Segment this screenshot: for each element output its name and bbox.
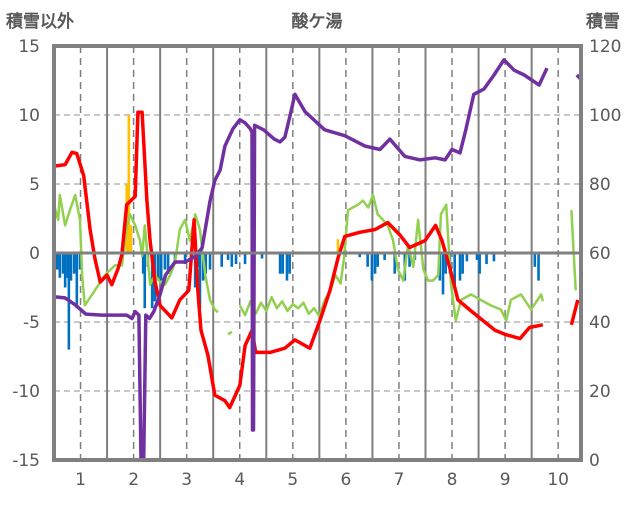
blue-bar [478,253,481,274]
orange-bar [129,225,133,253]
blue-bar [376,253,380,267]
blue-bar [370,253,374,281]
blue-bar [465,253,469,262]
x-tick-label: 9 [500,470,511,490]
x-tick-label: 2 [128,470,139,490]
blue-bar [143,253,147,309]
y-right-tick-label: 120 [589,37,621,57]
x-tick-label: 6 [340,470,351,490]
blue-bar [485,253,488,265]
blue-bar [533,253,537,267]
y-right-tick-label: 20 [589,382,611,402]
red-series-line [569,299,580,326]
plot-frame [52,44,583,462]
right-axis-title: 積雪 [586,11,620,32]
red-series-line [53,110,544,410]
y-left-tick-label: -10 [12,382,40,402]
blue-bar [166,253,170,274]
x-tick-label: 5 [287,470,298,490]
blue-bar [55,253,59,270]
blue-bar [141,253,145,274]
y-left-tick-label: 10 [18,106,40,126]
blue-bar [72,253,76,274]
orange-bar [336,239,340,253]
blue-bar [278,253,282,274]
blue-bar [458,253,462,281]
blue-bar [204,253,208,274]
blue-bar [537,253,540,281]
x-tick-label: 10 [547,470,569,490]
blue-bar [408,253,411,267]
green-series-line [238,193,545,322]
y-left-tick-label: 15 [18,37,40,57]
blue-bar [373,253,377,274]
chart-title: 酸ケ湯 [292,11,343,32]
y-right-tick-label: 40 [589,313,611,333]
y-right-tick-label: 100 [589,106,621,126]
blue-bar [281,253,285,274]
axes: 15 10 5 0 -5 -10 -15 120 100 80 60 40 20 0 1 2 3 4 5 6 7 8 9 10 [12,37,621,490]
blue-bar [366,253,369,267]
blue-bar [208,253,212,270]
blue-bar [163,253,167,270]
blue-bar [234,253,238,265]
blue-bar [453,253,456,288]
y-left-tick-label: 5 [29,175,40,195]
blue-bar [492,253,496,262]
blue-bar [198,253,202,309]
y-left-tick-label: -15 [12,451,40,471]
blue-bar [226,253,230,260]
blue-bar [358,253,361,258]
blue-bar [393,253,397,274]
blue-bar [75,253,79,309]
x-tick-label: 8 [447,470,458,490]
y-right-tick-label: 60 [589,244,611,264]
blue-bar [63,253,67,288]
blue-bar [461,253,464,274]
left-axis-title: 積雪以外 [6,11,74,32]
green-series-line [570,210,577,291]
blue-bar [444,253,447,274]
blue-bar [69,253,73,281]
blue-bar [159,253,163,281]
x-tick-label: 3 [181,470,192,490]
blue-bar [288,253,291,274]
blue-bar [61,253,65,274]
orange-bar [127,115,131,253]
x-tick-label: 1 [75,470,86,490]
blue-bar [230,253,234,267]
blue-bar [441,253,445,295]
y-right-tick-label: 80 [589,175,611,195]
blue-bar [78,253,82,270]
x-tick-label: 4 [234,470,245,490]
blue-bar [438,253,442,281]
blue-bar [383,253,386,260]
blue-bar [260,253,264,259]
y-left-tick-label: -5 [23,313,40,333]
blue-bar [475,253,479,260]
x-tick-label: 7 [394,470,405,490]
blue-bar [58,253,62,278]
blue-bar [243,253,247,265]
blue-bar [183,253,187,265]
y-left-tick-label: 0 [29,244,40,264]
green-series-line [227,330,233,336]
blue-bar [285,253,289,281]
blue-bar [156,253,160,281]
y-right-tick-label: 0 [589,451,600,471]
lines [52,58,584,462]
blue-bar [220,253,224,267]
